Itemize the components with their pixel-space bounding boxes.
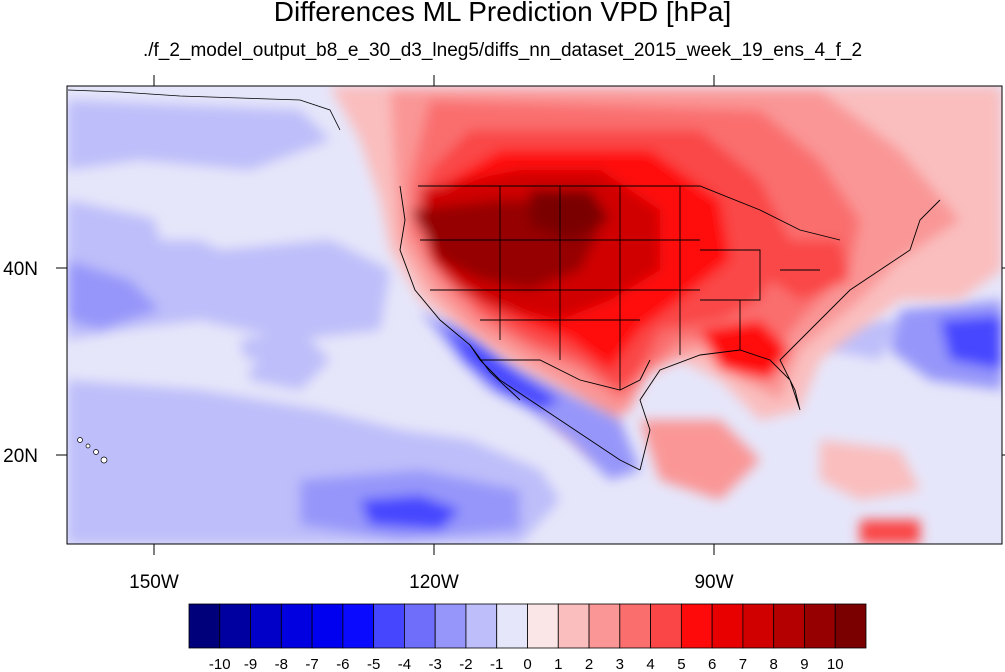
colorbar-swatch [834, 603, 867, 649]
colorbar-label: 3 [616, 656, 624, 672]
colorbar-swatch [404, 603, 436, 649]
colorbar-swatch [711, 603, 744, 649]
colorbar-swatch [804, 603, 836, 649]
colorbar-swatch [588, 603, 621, 649]
colorbar-label: 8 [770, 656, 778, 672]
map-border [66, 85, 1003, 545]
vpd-difference-field [67, 86, 1002, 544]
map-title: Differences ML Prediction VPD [hPa] [273, 0, 732, 27]
lat-label-20n: 20N [3, 446, 38, 467]
colorbar-label: 2 [585, 656, 593, 672]
colorbar-label: 4 [646, 656, 654, 672]
colorbar-label: -1 [490, 656, 503, 672]
colorbar-swatch [434, 603, 467, 649]
colorbar-label: -8 [275, 656, 288, 672]
colorbar-swatch [465, 603, 498, 649]
colorbar-label: -9 [244, 656, 257, 672]
colorbar-label: -5 [367, 656, 380, 672]
colorbar-label: 5 [677, 656, 685, 672]
colorbar-swatch [557, 603, 590, 649]
colorbar: -10 -9 -8 -7 -6 -5 -4 -3 -2 -1 0 1 2 3 4 5 6 7 8 9 10 [188, 603, 867, 672]
lat-label-40n: 40N [3, 259, 38, 280]
colorbar-label: -7 [305, 656, 318, 672]
colorbar-label: 1 [554, 656, 562, 672]
colorbar-swatch [496, 603, 528, 649]
colorbar-label: -2 [459, 656, 472, 672]
colorbar-swatch [650, 603, 682, 649]
lon-label-90w: 90W [694, 572, 733, 593]
lon-label-120w: 120W [409, 572, 459, 593]
colorbar-swatch [311, 603, 344, 649]
colorbar-label: -6 [336, 656, 349, 672]
colorbar-swatch [373, 603, 405, 649]
colorbar-swatch [219, 603, 251, 649]
colorbar-swatch [188, 603, 221, 649]
map-subtitle: ./f_2_model_output_b8_e_30_d3_lneg5/diff… [142, 40, 863, 61]
colorbar-swatch [742, 603, 775, 649]
colorbar-swatch [619, 603, 651, 649]
lon-ticks [153, 75, 715, 555]
colorbar-label: 6 [708, 656, 716, 672]
colorbar-label: 7 [739, 656, 747, 672]
lon-label-150w: 150W [129, 572, 179, 593]
colorbar-label: 0 [523, 656, 531, 672]
colorbar-label: 10 [827, 656, 844, 672]
colorbar-swatch [250, 603, 282, 649]
colorbar-swatch [342, 603, 375, 649]
colorbar-swatch [527, 603, 559, 649]
colorbar-label: -3 [429, 656, 442, 672]
colorbar-label: -4 [398, 656, 411, 672]
colorbar-label: -10 [209, 656, 231, 672]
colorbar-swatch [680, 603, 713, 649]
colorbar-swatch [280, 603, 313, 649]
colorbar-label: 9 [800, 656, 808, 672]
colorbar-swatch [773, 603, 805, 649]
